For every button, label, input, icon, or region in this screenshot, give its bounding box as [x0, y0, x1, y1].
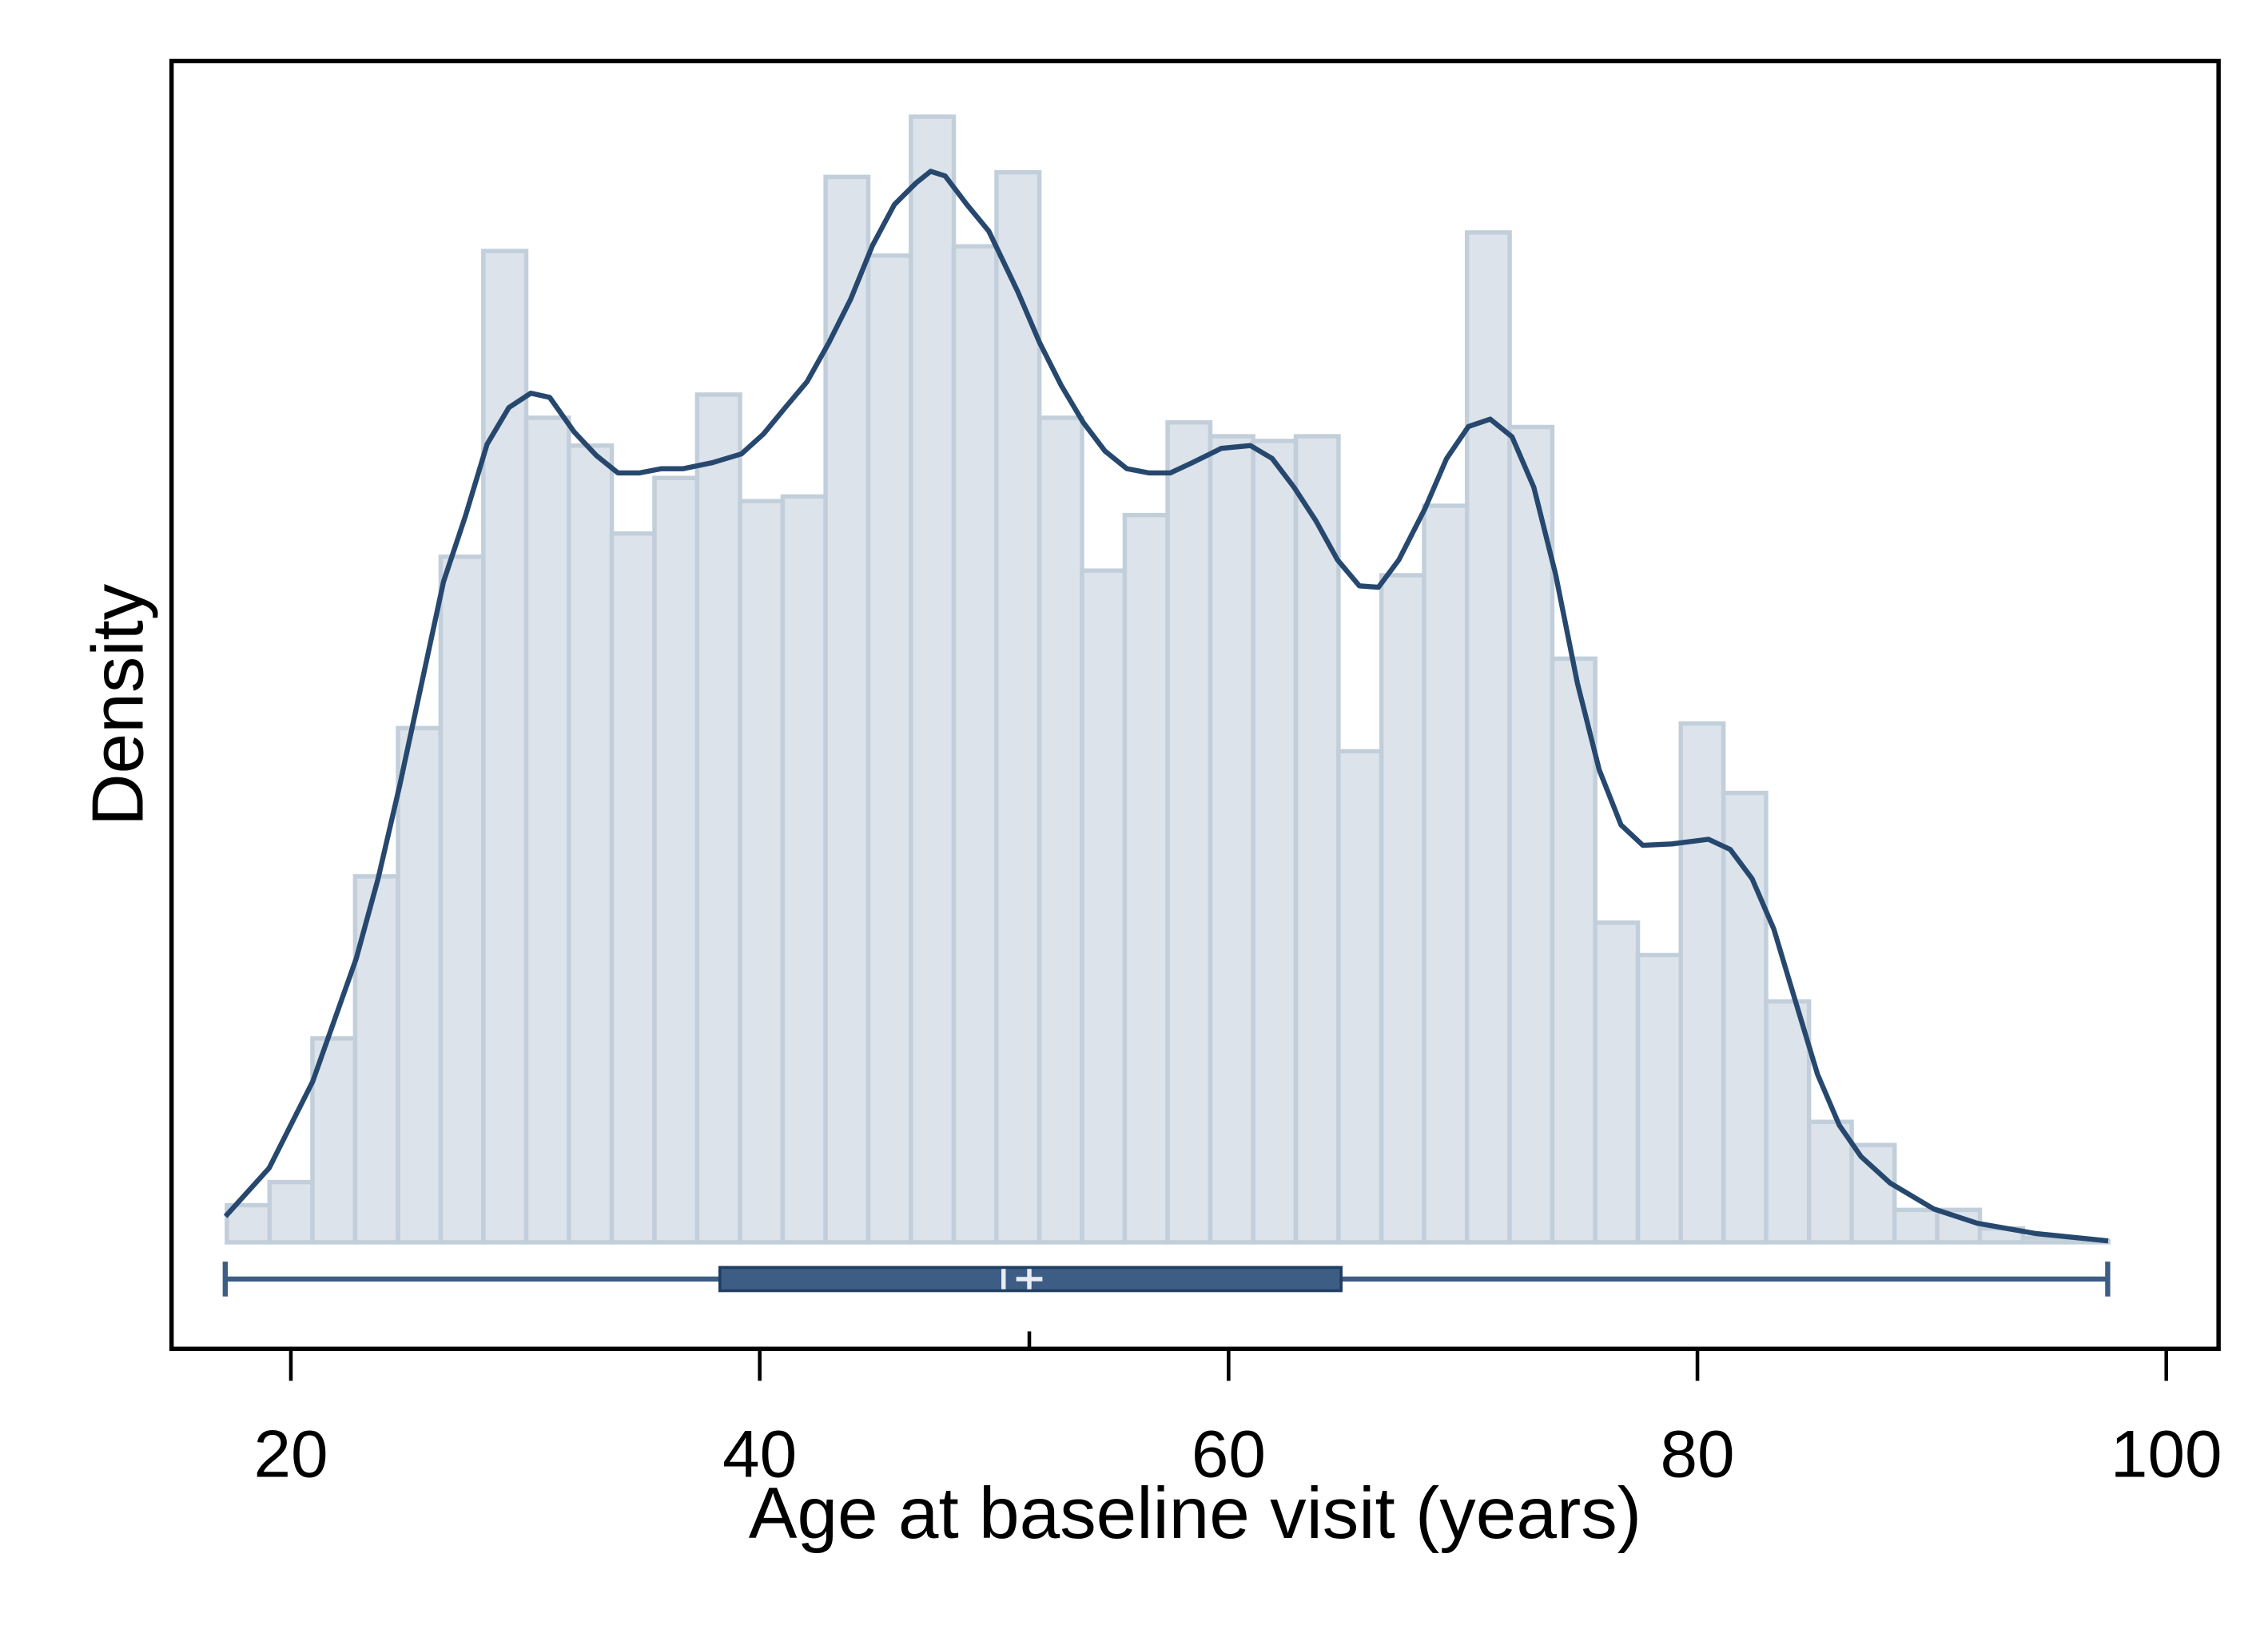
histogram-bar	[994, 169, 1042, 1245]
histogram-bar	[1721, 790, 1769, 1245]
histogram-bar	[523, 415, 571, 1245]
x-tick-label: 20	[253, 1416, 328, 1491]
histogram-bar	[1806, 1119, 1854, 1245]
histogram-bar	[1379, 573, 1426, 1245]
histogram-bar	[1122, 512, 1170, 1245]
histogram-bar	[780, 494, 828, 1245]
histogram-bar	[865, 253, 913, 1245]
histogram-bar	[1464, 230, 1512, 1245]
x-tick-label: 100	[2111, 1416, 2222, 1491]
histogram-bar	[267, 1179, 315, 1245]
histogram-bar	[909, 114, 957, 1245]
histogram-bar	[823, 174, 871, 1245]
plot-frame	[169, 58, 2221, 1352]
histogram-bar	[738, 499, 786, 1245]
x-axis-label: Age at baseline visit (years)	[749, 1473, 1641, 1554]
histogram-bar	[1336, 749, 1384, 1245]
histogram-bar	[609, 531, 657, 1245]
histogram-bar	[1635, 952, 1683, 1245]
density-curve	[223, 169, 2109, 1244]
histogram-bar	[225, 1202, 273, 1245]
x-tick-label: 60	[1192, 1416, 1266, 1491]
y-axis-label: Density	[78, 583, 158, 826]
histogram-bar	[1550, 656, 1598, 1245]
histogram-bar	[1251, 439, 1299, 1245]
histogram-bar	[1849, 1142, 1897, 1245]
histogram-bar	[1080, 568, 1128, 1245]
histogram-bar	[1293, 434, 1341, 1245]
histogram-bar	[1892, 1207, 1940, 1245]
histogram-bar	[1422, 503, 1470, 1245]
histogram-bar	[438, 554, 486, 1245]
boxplot-mean	[1016, 1269, 1043, 1289]
histogram-bar	[396, 725, 444, 1245]
histogram-bar	[951, 244, 999, 1245]
histogram-bar	[1764, 999, 1812, 1245]
x-tick-label: 80	[1661, 1416, 1735, 1491]
x-tick-label: 40	[722, 1416, 797, 1491]
histogram-bar	[1507, 424, 1555, 1245]
histogram-bar	[1037, 415, 1084, 1245]
histogram-bar	[1208, 434, 1255, 1245]
histogram-bar	[1593, 920, 1641, 1245]
histogram-bar	[567, 443, 615, 1245]
histogram-bar	[1165, 419, 1213, 1245]
histogram-bar	[694, 392, 742, 1245]
histogram-bar	[1678, 721, 1726, 1245]
histogram-bar	[652, 475, 700, 1245]
